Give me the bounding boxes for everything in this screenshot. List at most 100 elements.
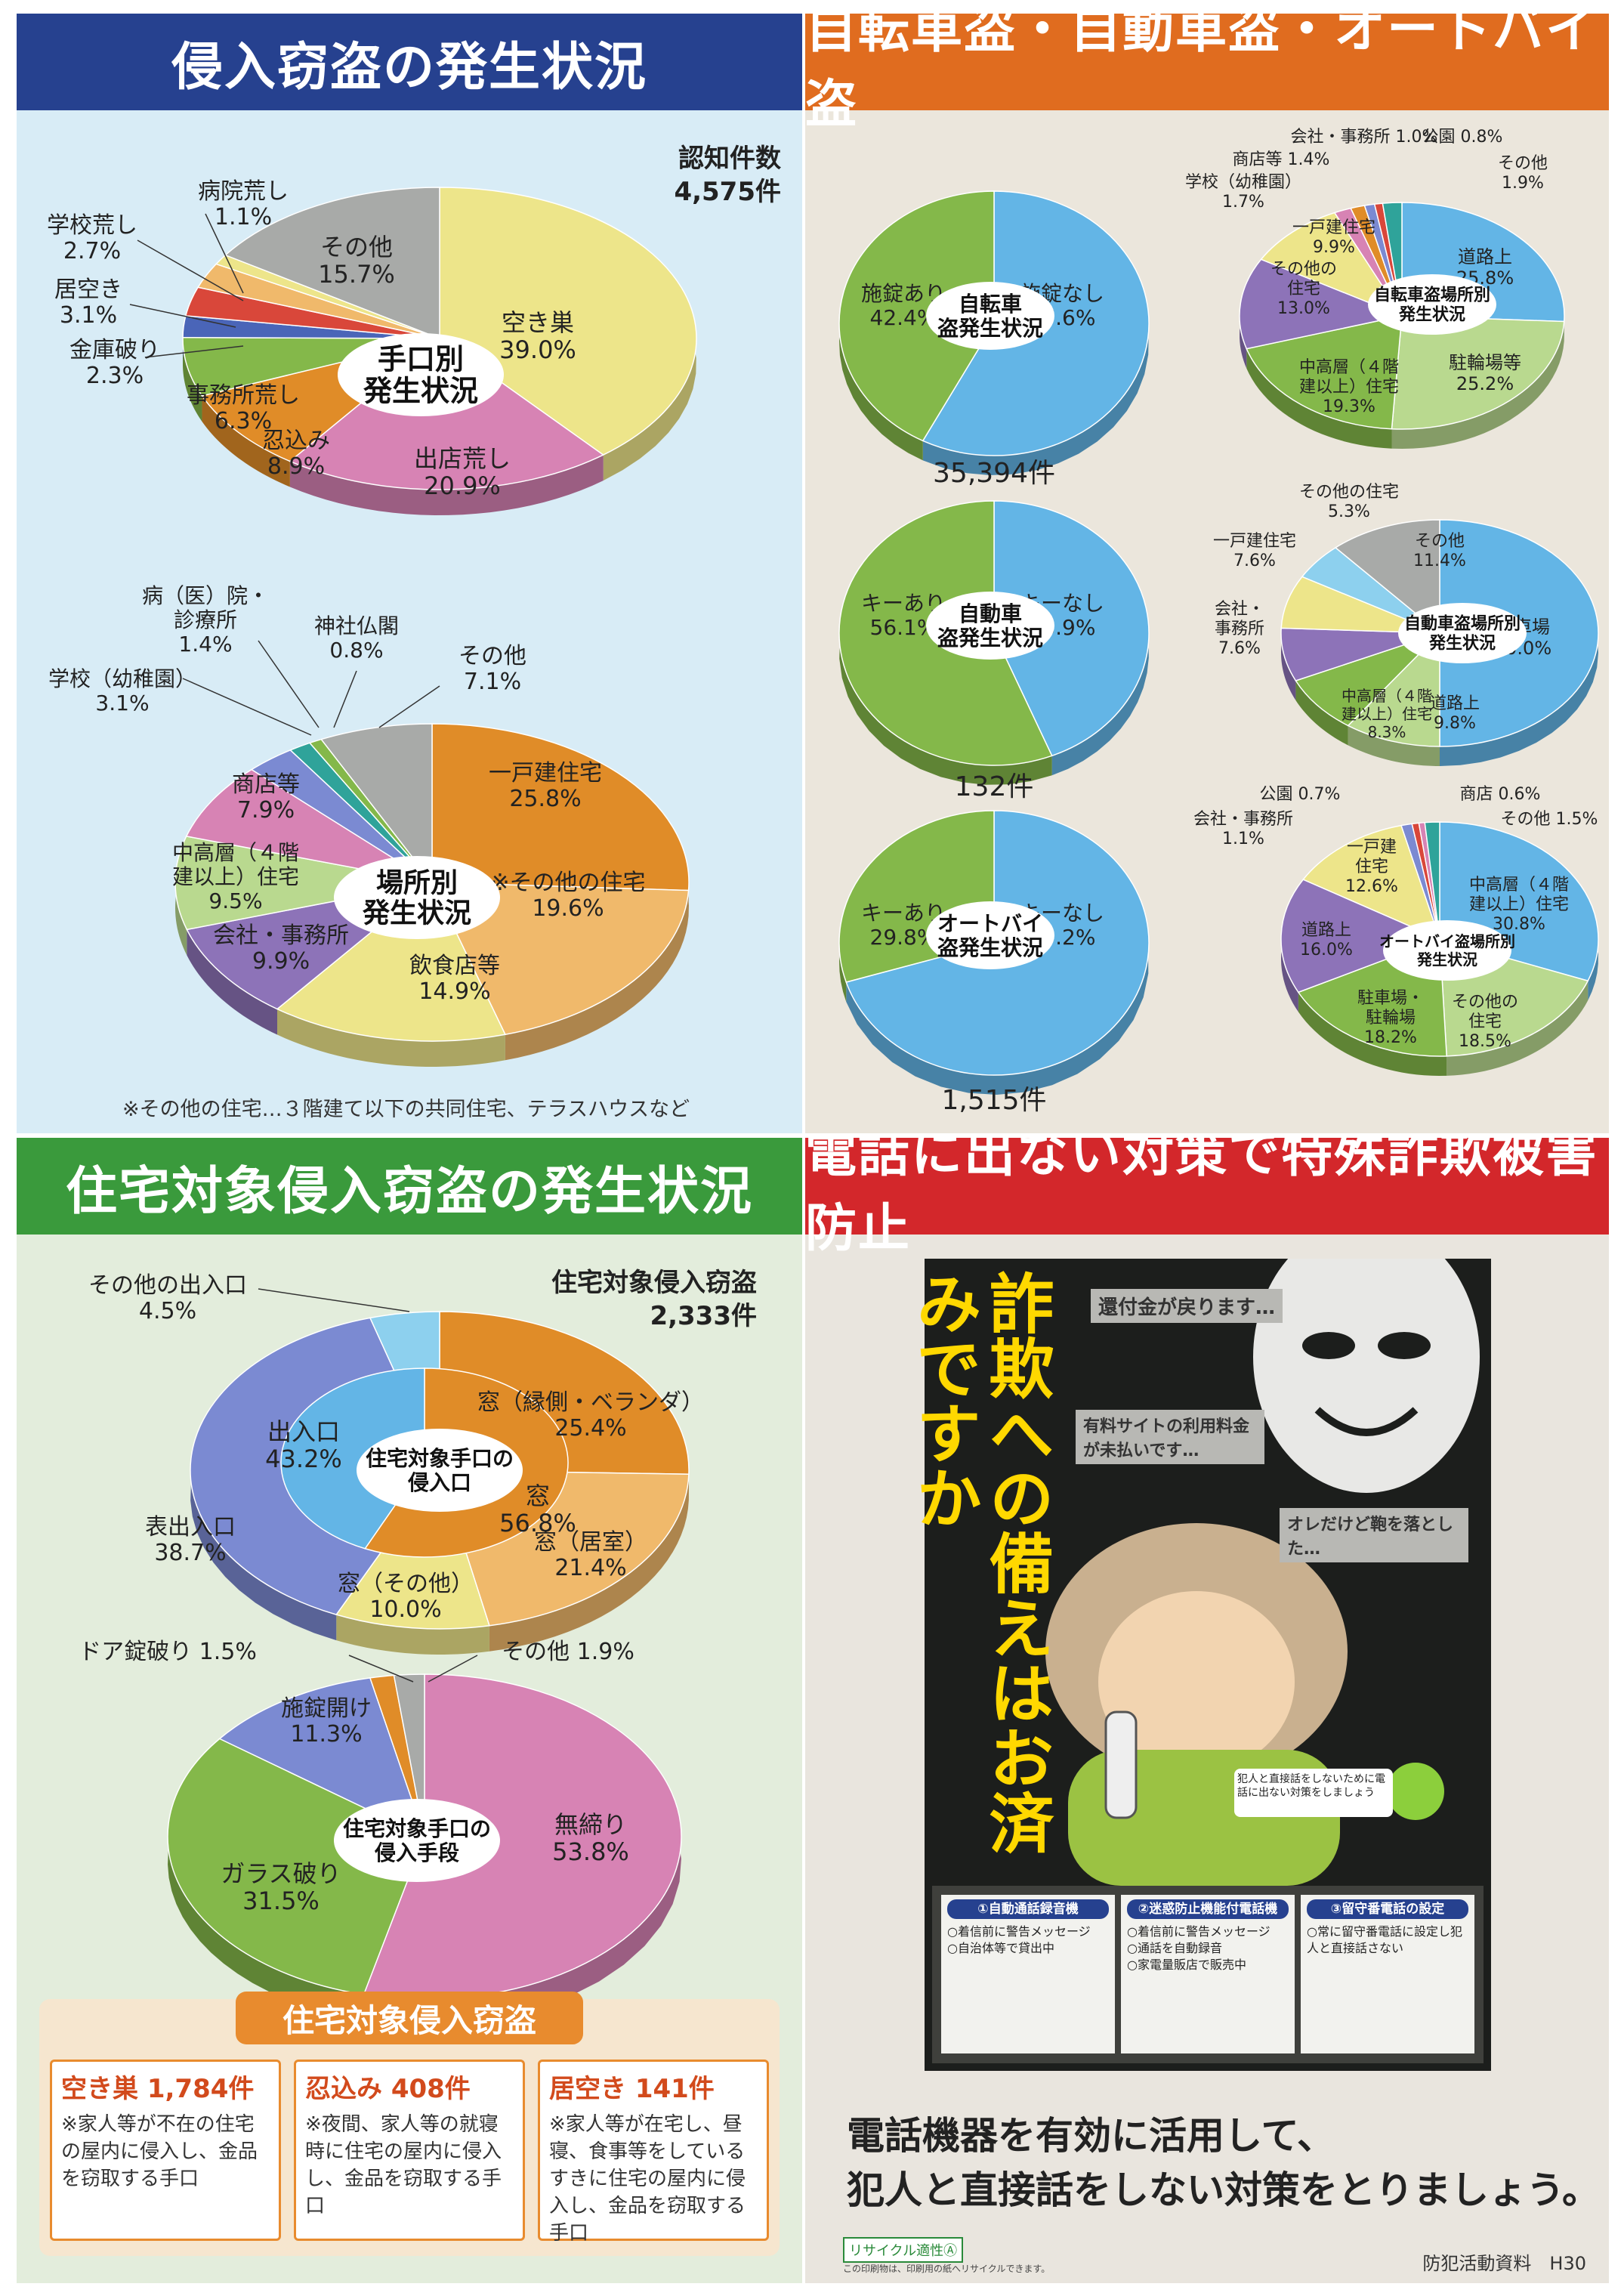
pie-label: 中高層（４階 bbox=[1341, 687, 1432, 705]
pie-label: 事務所 bbox=[1215, 620, 1264, 638]
pie-label: 出店荒し bbox=[414, 444, 511, 473]
pie-slice-その他 bbox=[1424, 821, 1440, 940]
pie-label: 7.6% bbox=[1233, 552, 1276, 570]
pie-label: 18.5% bbox=[1459, 1032, 1511, 1051]
entry-means-pie-center-label-bg bbox=[334, 1799, 500, 1882]
table-cell-iaki: 居空き 141件 ※家人等が在宅し、昼寝、食事等をしているすきに住宅の屋内に侵入… bbox=[538, 2060, 769, 2245]
recycle-label: リサイクル適性Ⓐ bbox=[843, 2237, 964, 2263]
pie-label: 3.1% bbox=[95, 691, 149, 715]
entry-inner-label: 43.2% bbox=[265, 1445, 342, 1473]
intrusion-title: 侵入窃盗の発生状況 bbox=[17, 14, 802, 110]
pie-slice-中高層（４階建以上）住宅 bbox=[174, 836, 433, 931]
bicycle-total: 35,394件 bbox=[933, 458, 1055, 489]
mask-mouth bbox=[1314, 1407, 1419, 1436]
car-pie-center-label: 盗発生状況 bbox=[937, 626, 1043, 650]
pie-label: 学校（幼稚園） bbox=[48, 666, 196, 691]
pie-label: 14.9% bbox=[418, 978, 490, 1005]
pie-side-駐車場・駐輪場 bbox=[1298, 992, 1447, 1076]
pie-slice-道路上 bbox=[1347, 632, 1440, 747]
fraud-slogan: 電話機器を有効に活用して、 犯人と直接話をしない対策をとりましょう。 bbox=[847, 2109, 1600, 2217]
pie-slice-商店等 bbox=[185, 768, 433, 883]
pie-label: 施錠開け bbox=[281, 1695, 372, 1722]
slogan-line: 犯人と直接話をしない対策をとりましょう。 bbox=[847, 2168, 1600, 2212]
table-cell-shinobikomi: 忍込み 408件 ※夜間、家人等の就寝時に住宅の屋内に侵入し、金品を窃取する手口 bbox=[294, 2060, 525, 2241]
pie-label: 中高層（４階 bbox=[1469, 876, 1569, 895]
pie-label: その他 1.5% bbox=[1501, 810, 1598, 829]
pie-side-窓（その他） bbox=[336, 1615, 489, 1655]
intrusion-section: 侵入窃盗の発生状況 認知件数 4,575件 空き巣 39.0% 出店荒し 20.9% 忍… bbox=[17, 14, 802, 1133]
pie-label: 住宅 bbox=[1287, 280, 1320, 298]
panel-head: ③留守番電話の設定 bbox=[1307, 1899, 1468, 1919]
panel-head: ①自動通話録音機 bbox=[947, 1899, 1109, 1919]
pie-label: 9.9% bbox=[1313, 238, 1355, 257]
bicycle_place-pie bbox=[1239, 202, 1565, 449]
pie-label: 53.8% bbox=[552, 1837, 629, 1866]
poster-illustration bbox=[1045, 1259, 1480, 1886]
bird-icon bbox=[1387, 1763, 1444, 1820]
pie-label: その他の出入口 bbox=[88, 1272, 247, 1299]
panel-line: ○着信前に警告メッセージ bbox=[1127, 1924, 1270, 1939]
pie-label: 一戸建 bbox=[1347, 838, 1397, 857]
intrusion-total-value: 4,575件 bbox=[674, 177, 781, 207]
pie-slice-中高層（４階建以上）住宅 bbox=[1246, 315, 1403, 430]
poster-callout-text: 犯人と直接話をしないために電話に出ない対策をしましょう bbox=[1237, 1773, 1385, 1799]
entry-point-pie-center-label: 侵入口 bbox=[407, 1470, 471, 1495]
car-pie-center-label: 自動車 bbox=[959, 601, 1022, 626]
pie-side-※その他の住宅 bbox=[505, 890, 689, 1061]
pie-side-窓（居室） bbox=[489, 1474, 689, 1652]
motorcycle-place-pie-center-label: 発生状況 bbox=[1416, 950, 1477, 969]
fraud-title: 電話に出ない対策で特殊詐欺被害防止 bbox=[805, 1138, 1609, 1259]
pie-label: 18.2% bbox=[1364, 1028, 1417, 1047]
residential-title: 住宅対象侵入窃盗の発生状況 bbox=[17, 1138, 802, 1235]
leader-line bbox=[182, 678, 312, 736]
pie-label: その他 bbox=[458, 643, 526, 669]
leader-line bbox=[333, 670, 357, 728]
pie-label: 建以上）住宅 bbox=[1469, 895, 1569, 914]
pie-slice-その他 bbox=[224, 187, 440, 340]
pie-slice-中高層（４階建以上）住宅 bbox=[1295, 632, 1440, 727]
table-cell-akisu: 空き巣 1,784件 ※家人等が不在の住宅の屋内に侵入し、金品を窃取する手口 bbox=[50, 2060, 281, 2241]
pie-label: 公園 0.8% bbox=[1422, 128, 1503, 147]
poster-bubble-fee: 有料サイトの利用料金が未払いです… bbox=[1076, 1410, 1264, 1464]
entry-inner-label: 窓 bbox=[526, 1482, 550, 1510]
pie-label: 商店等 bbox=[232, 771, 300, 798]
place-pie bbox=[174, 723, 690, 1067]
pie-label: 1.7% bbox=[1222, 193, 1264, 212]
vehicle-section: 自転車盗・自動車盗・オートバイ盗 施錠なし 57.6% 施錠あり 42.4% 自転車 盗発… bbox=[805, 14, 1609, 1133]
pie-label: 9.9% bbox=[252, 948, 310, 975]
pie-label: 6.3% bbox=[215, 408, 272, 434]
bicycle-pie-center-label: 自転車 bbox=[959, 292, 1022, 317]
leader-line bbox=[144, 345, 244, 358]
residential-table-title: 住宅対象侵入窃盗 bbox=[236, 1992, 583, 2044]
pie-label: 診療所 bbox=[174, 607, 237, 632]
leader-line bbox=[258, 640, 320, 728]
leader-line bbox=[428, 1655, 478, 1683]
pie-label: 1.9% bbox=[1502, 174, 1544, 193]
pie-slice-一戸建住宅 bbox=[1302, 824, 1441, 941]
pie-label: 駐車場・ bbox=[1357, 989, 1424, 1008]
pie-slice-一戸建住宅 bbox=[1280, 576, 1440, 634]
entry-point-pie-center-label-bg bbox=[357, 1429, 523, 1512]
poster-panels: ①自動通話録音機 ○着信前に警告メッセージ ○自治体等で貸出中 ②迷惑防止機能付… bbox=[932, 1886, 1484, 2063]
intrusion-footnote: ※その他の住宅…３階建て以下の共同住宅、テラスハウスなど bbox=[122, 1098, 690, 1121]
pie-slice-一戸建住宅 bbox=[431, 723, 690, 892]
pie-label: 病院荒し bbox=[198, 178, 289, 205]
place-pie-center-label-bg bbox=[334, 856, 500, 939]
residential-table: 住宅対象侵入窃盗 空き巣 1,784件 ※家人等が不在の住宅の屋内に侵入し、金品… bbox=[39, 1992, 780, 2256]
method-pie-center-label: 手口別 bbox=[378, 342, 464, 375]
pie-label: 3.1% bbox=[60, 302, 117, 329]
entry-point-pie-center-label: 住宅対象手口の bbox=[366, 1446, 514, 1471]
pie-slice-一戸建住宅 bbox=[1260, 212, 1403, 317]
method-pie-center-label-bg bbox=[338, 333, 504, 416]
panel-line: ○自治体等で貸出中 bbox=[947, 1941, 1054, 1955]
pie-slice-その他の住宅 bbox=[1239, 258, 1404, 350]
pie-slice-キーなし bbox=[993, 500, 1150, 757]
pie-label: 道路上 bbox=[1458, 246, 1512, 267]
pie-label: 施錠あり bbox=[861, 281, 946, 306]
pie-label: 9.8% bbox=[1434, 714, 1476, 733]
pie-label: 12.6% bbox=[1345, 877, 1398, 896]
pie-side-ガラス破り bbox=[168, 1738, 364, 2020]
bicycle-pie-center-label: 盗発生状況 bbox=[937, 316, 1043, 341]
